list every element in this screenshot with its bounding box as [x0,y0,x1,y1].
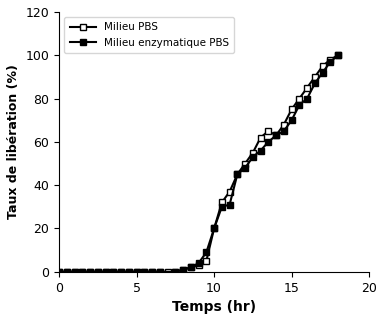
Milieu PBS [165,270,170,274]
Milieu enzymatique PBS [65,270,69,274]
Milieu enzymatique PBS [57,270,61,274]
Milieu enzymatique PBS [274,134,278,137]
Milieu PBS [266,129,271,133]
Milieu enzymatique PBS [258,149,263,152]
Milieu enzymatique PBS [243,166,247,170]
Milieu PBS [111,270,116,274]
Milieu PBS [289,108,294,111]
Milieu PBS [103,270,108,274]
Milieu PBS [189,265,193,269]
Milieu PBS [336,53,341,57]
Milieu PBS [220,201,224,204]
Milieu PBS [313,75,317,79]
Milieu enzymatique PBS [220,205,224,209]
Milieu PBS [142,270,147,274]
Milieu enzymatique PBS [250,155,255,159]
X-axis label: Temps (hr): Temps (hr) [172,300,256,314]
Milieu enzymatique PBS [227,203,232,207]
Milieu enzymatique PBS [119,270,123,274]
Milieu PBS [250,151,255,155]
Milieu PBS [212,227,217,230]
Milieu PBS [157,270,162,274]
Milieu enzymatique PBS [80,270,84,274]
Milieu enzymatique PBS [297,103,302,107]
Milieu enzymatique PBS [111,270,116,274]
Milieu PBS [258,135,263,139]
Milieu enzymatique PBS [173,270,178,274]
Milieu PBS [80,270,84,274]
Milieu PBS [150,270,154,274]
Milieu enzymatique PBS [127,270,131,274]
Milieu enzymatique PBS [320,71,325,74]
Milieu PBS [320,64,325,68]
Milieu enzymatique PBS [281,129,286,133]
Milieu PBS [65,270,69,274]
Milieu PBS [173,270,178,274]
Milieu PBS [181,268,185,272]
Milieu enzymatique PBS [88,270,93,274]
Milieu enzymatique PBS [72,270,77,274]
Milieu enzymatique PBS [134,270,139,274]
Milieu enzymatique PBS [305,97,310,100]
Milieu PBS [72,270,77,274]
Milieu enzymatique PBS [328,60,333,64]
Milieu enzymatique PBS [142,270,147,274]
Milieu enzymatique PBS [157,270,162,274]
Milieu enzymatique PBS [289,118,294,122]
Milieu PBS [88,270,93,274]
Milieu enzymatique PBS [212,227,217,230]
Milieu PBS [281,123,286,126]
Milieu PBS [119,270,123,274]
Milieu PBS [96,270,100,274]
Milieu enzymatique PBS [150,270,154,274]
Line: Milieu PBS: Milieu PBS [56,52,342,275]
Milieu PBS [305,86,310,90]
Milieu enzymatique PBS [266,140,271,144]
Line: Milieu enzymatique PBS: Milieu enzymatique PBS [56,52,342,277]
Milieu enzymatique PBS [103,270,108,274]
Milieu PBS [204,259,209,263]
Milieu enzymatique PBS [96,270,100,274]
Milieu PBS [328,58,333,62]
Milieu PBS [134,270,139,274]
Milieu enzymatique PBS [189,265,193,269]
Milieu enzymatique PBS [313,82,317,85]
Milieu enzymatique PBS [165,272,170,276]
Milieu enzymatique PBS [181,268,185,272]
Milieu PBS [274,134,278,137]
Milieu PBS [235,172,240,176]
Milieu PBS [297,97,302,100]
Milieu enzymatique PBS [204,250,209,254]
Milieu enzymatique PBS [336,53,341,57]
Y-axis label: Taux de libération (%): Taux de libération (%) [7,65,20,219]
Milieu PBS [127,270,131,274]
Milieu PBS [57,270,61,274]
Milieu PBS [227,190,232,194]
Milieu PBS [196,263,201,267]
Milieu PBS [243,161,247,165]
Milieu enzymatique PBS [235,172,240,176]
Milieu enzymatique PBS [196,261,201,265]
Legend: Milieu PBS, Milieu enzymatique PBS: Milieu PBS, Milieu enzymatique PBS [64,17,234,53]
